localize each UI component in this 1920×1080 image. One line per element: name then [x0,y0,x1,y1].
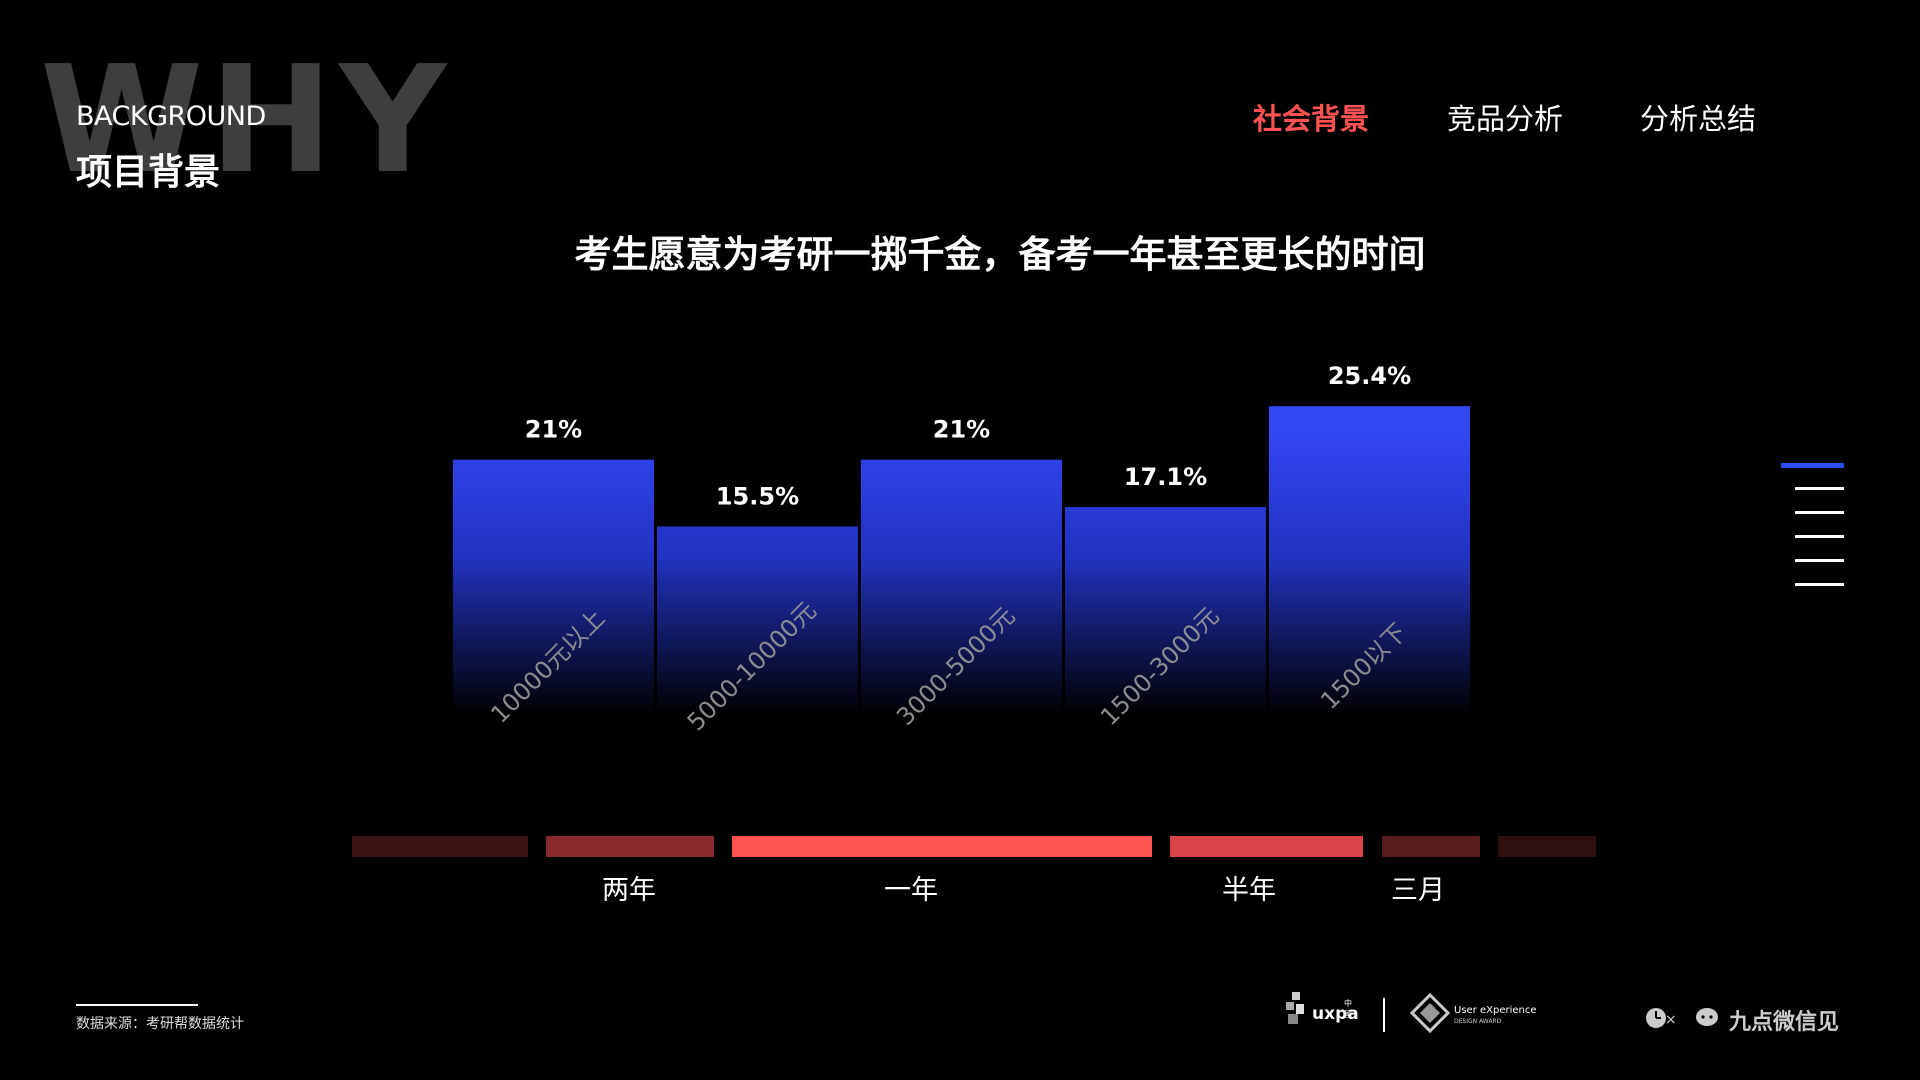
nav-social-background[interactable]: 社会背景 [1253,102,1370,136]
logo-divider [1383,998,1385,1032]
timeline-segment-2 [732,836,1152,857]
clock-chat-icon: × [1646,1008,1677,1028]
timeline-segment-3 [1170,836,1363,857]
page-indicator-line-4[interactable] [1795,559,1844,562]
footer-divider [76,1004,198,1006]
timeline-label-half-year: 半年 [1222,875,1276,906]
nav-competitor-analysis[interactable]: 竞品分析 [1447,102,1564,136]
nav-analysis-summary[interactable]: 分析总结 [1640,102,1757,136]
bar-value-label-0: 21% [525,416,582,444]
ux-award-logo-small: DESIGN AWARD [1454,1018,1502,1025]
bar-value-label-4: 25.4% [1328,362,1411,390]
page-indicator-line-2[interactable] [1795,511,1844,514]
ux-award-logo-text: User eXperience [1454,1005,1537,1016]
bar-1 [657,526,858,715]
bar-value-label-1: 15.5% [716,483,799,511]
diamond-logo-icon [1410,993,1450,1033]
jiudian-logo-text: 九点微信见 [1729,1010,1840,1035]
section-title-cn: 项目背景 [76,152,221,193]
timeline-segment-5 [1498,836,1596,857]
bar-value-label-2: 21% [933,416,990,444]
section-title-en: BACKGROUND [76,101,266,132]
page-indicator-line-3[interactable] [1795,535,1844,538]
bar-4 [1269,406,1470,715]
watermark-why: WHY [40,34,453,206]
uxpa-logo: uxpa 中国 [1284,990,1359,1032]
bar-2 [861,459,1062,715]
timeline-segment-1 [546,836,714,857]
uxpa-logo-small: 中国 [1344,999,1352,1019]
data-source-note: 数据来源：考研帮数据统计 [76,1016,244,1032]
timeline-label-two-years: 两年 [602,875,656,906]
svg-text:×: × [1665,1012,1677,1028]
page-indicator-line-0[interactable] [1781,463,1844,468]
timeline-label-three-months: 三月 [1391,875,1445,906]
bar-value-label-3: 17.1% [1124,463,1207,491]
ux-award-logo: User eXperience DESIGN AWARD [1410,993,1560,1035]
wechat-icon [1696,1008,1718,1026]
page-indicator-line-5[interactable] [1795,583,1844,586]
bar-3 [1065,507,1266,715]
uxpa-mark-icon [1286,992,1304,1024]
timeline-segment-0 [352,836,528,857]
bar-0 [453,459,654,715]
page-indicator-line-1[interactable] [1795,487,1844,490]
uxpa-logo-text: uxpa [1312,1004,1359,1024]
timeline-segment-4 [1382,836,1480,857]
jiudian-logo: × 九点微信见 [1645,1004,1885,1035]
timeline-label-one-year: 一年 [884,875,938,906]
page-headline: 考生愿意为考研一掷千金，备考一年甚至更长的时间 [574,233,1426,276]
